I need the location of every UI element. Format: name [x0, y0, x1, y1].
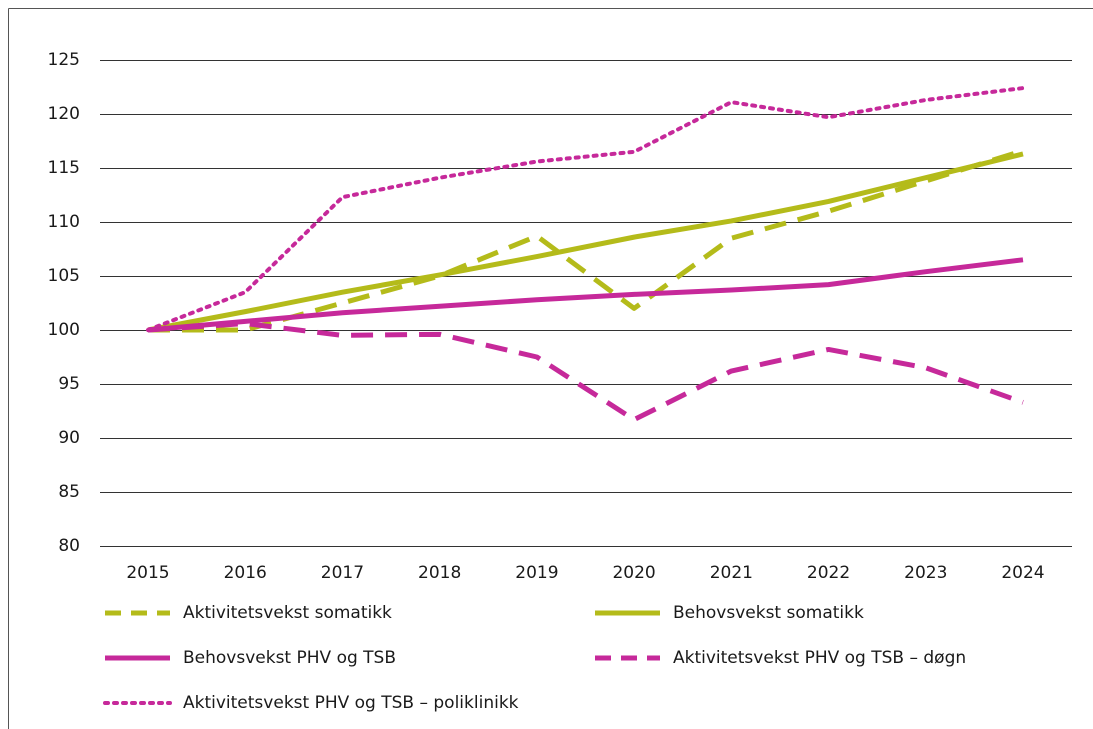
legend-label: Aktivitetsvekst PHV og TSB – poliklinikk — [183, 693, 519, 713]
legend-label: Behovsvekst PHV og TSB — [183, 648, 396, 668]
y-tick-label: 115 — [48, 158, 80, 178]
x-tick-label: 2023 — [904, 563, 947, 583]
x-tick-label: 2022 — [807, 563, 850, 583]
y-tick-label: 110 — [48, 212, 80, 232]
series-line — [147, 257, 1024, 333]
y-tick-label: 95 — [58, 374, 80, 394]
y-tick-label: 90 — [58, 428, 80, 448]
x-tick-label: 2017 — [321, 563, 364, 583]
x-tick-label: 2019 — [515, 563, 558, 583]
y-tick-label: 120 — [48, 104, 80, 124]
y-tick-label: 105 — [48, 266, 80, 286]
series-line — [146, 86, 1025, 332]
x-tick-label: 2024 — [1001, 563, 1044, 583]
series-line — [147, 321, 1024, 423]
legend-label: Behovsvekst somatikk — [673, 603, 864, 623]
x-tick-label: 2018 — [418, 563, 461, 583]
legend-label: Aktivitetsvekst PHV og TSB – døgn — [673, 648, 966, 668]
series-line — [147, 151, 1024, 333]
x-tick-label: 2016 — [224, 563, 267, 583]
x-tick-label: 2015 — [126, 563, 169, 583]
y-tick-label: 80 — [58, 536, 80, 556]
x-tick-label: 2021 — [710, 563, 753, 583]
legend-label: Aktivitetsvekst somatikk — [183, 603, 392, 623]
y-tick-label: 100 — [48, 320, 80, 340]
x-tick-label: 2020 — [612, 563, 655, 583]
y-tick-label: 125 — [48, 50, 80, 70]
y-tick-label: 85 — [58, 482, 80, 502]
